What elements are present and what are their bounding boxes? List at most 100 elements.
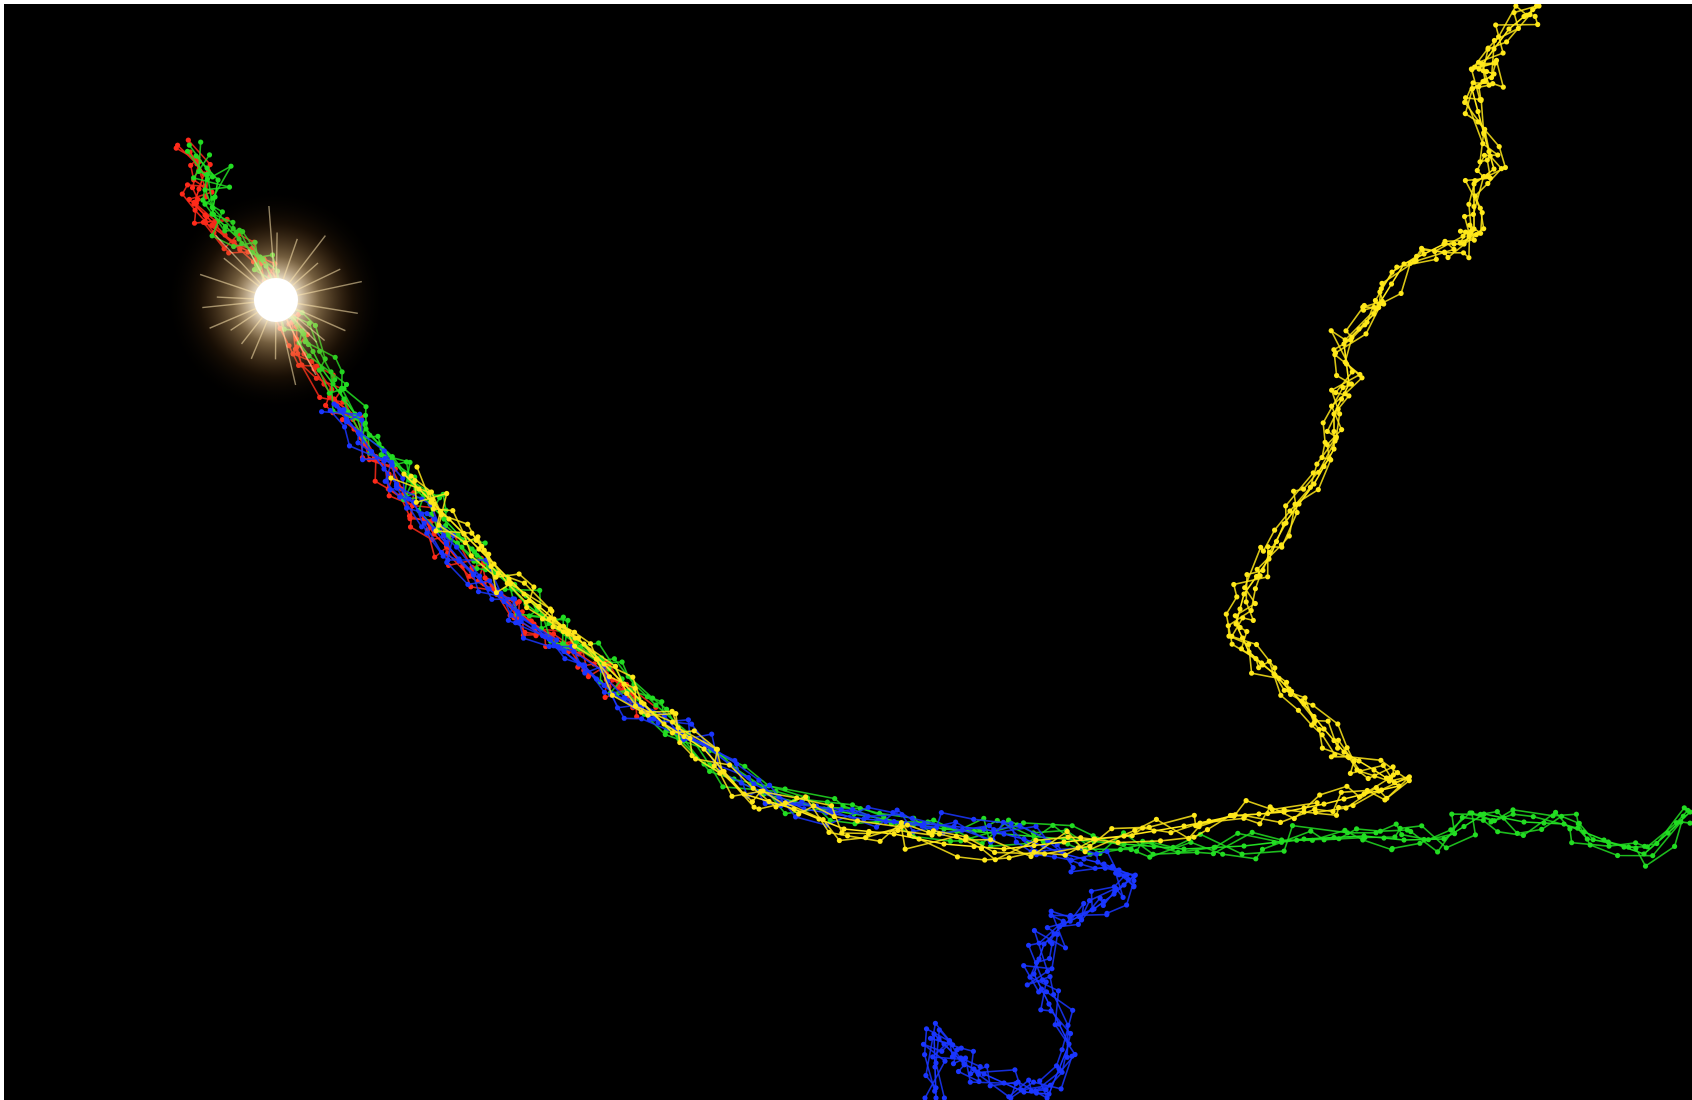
trail-yellow-point — [1006, 855, 1012, 861]
trail-yellow-point — [1470, 211, 1476, 217]
trail-yellow-point — [1232, 812, 1238, 818]
trail-red-point — [196, 186, 202, 192]
trail-yellow-point — [1342, 337, 1348, 343]
trail-green-point — [611, 656, 618, 662]
trail-green-point — [1495, 829, 1501, 835]
trail-blue-point — [1031, 1079, 1037, 1085]
trail-green-point — [1308, 828, 1314, 834]
trail-yellow-point — [669, 730, 676, 736]
trail-blue-point — [1065, 1022, 1071, 1028]
trail-blue-point — [1049, 941, 1055, 947]
trail-yellow-segment — [403, 5, 1540, 850]
trail-yellow-point — [773, 804, 779, 810]
trail-yellow-point — [1326, 455, 1333, 462]
trail-yellow-point — [693, 756, 699, 762]
trail-red-point — [339, 417, 345, 423]
trail-yellow-point — [1478, 97, 1484, 104]
trail-yellow-point — [877, 838, 883, 844]
trail-blue-point — [1097, 895, 1103, 901]
trail-red-point — [372, 478, 378, 484]
trail-yellow-point — [1445, 254, 1451, 261]
trail-blue-point — [334, 403, 340, 409]
trail-yellow-point — [1530, 7, 1536, 13]
trail-green-point — [1289, 823, 1296, 829]
trail-blue-point — [894, 807, 900, 813]
trail-yellow-point — [524, 604, 530, 611]
trail-yellow-point — [1485, 45, 1491, 51]
trail-blue — [319, 401, 1138, 1100]
trail-yellow-point — [669, 719, 676, 725]
trail-red-point — [192, 207, 198, 213]
trail-yellow-point — [1462, 99, 1468, 105]
trail-yellow-point — [1346, 393, 1352, 399]
trail-blue-point — [1046, 955, 1053, 962]
trail-blue-point — [387, 487, 393, 493]
trail-blue-point — [1037, 1078, 1043, 1084]
trail-blue-point — [1021, 963, 1027, 969]
trail-blue-point — [1104, 912, 1110, 918]
trail-blue-point — [1093, 851, 1100, 857]
trail-blue-point — [394, 485, 400, 491]
trail-blue-point — [505, 617, 511, 623]
trail-yellow-point — [1485, 173, 1491, 179]
trail-yellow-point — [1310, 702, 1316, 708]
trail-yellow-point — [1333, 812, 1340, 818]
trail-yellow-point — [1042, 851, 1048, 857]
trail-yellow-point — [1031, 842, 1037, 849]
trail-yellow-point — [1082, 849, 1088, 855]
trail-blue-point — [986, 823, 992, 829]
trail-green-point — [1510, 811, 1516, 817]
trail-yellow-point — [1335, 406, 1341, 412]
trail-blue-point — [984, 1063, 990, 1069]
trail-green-point — [1567, 826, 1573, 832]
trail-yellow-point — [1277, 819, 1284, 826]
trail-green-point — [849, 802, 856, 808]
trail-yellow-point — [1482, 126, 1488, 132]
trail-blue-segment — [336, 405, 1138, 1100]
trail-blue-point — [1052, 1022, 1058, 1028]
trail-green-point — [773, 788, 779, 794]
trail-green-point — [1672, 843, 1678, 850]
trail-yellow-point — [1360, 304, 1366, 310]
trail-yellow-point — [803, 794, 809, 800]
trail-red-point — [191, 220, 198, 226]
trail-green-point — [1235, 830, 1241, 836]
trail-yellow-point — [841, 826, 847, 832]
trail-green-point — [1249, 829, 1255, 836]
light-core — [254, 278, 298, 322]
trail-blue-point — [950, 1061, 957, 1067]
trail-red-point — [189, 185, 196, 191]
trail-blue-point — [520, 635, 527, 641]
trail-green-point — [1472, 832, 1478, 838]
trail-blue-point — [971, 816, 977, 822]
trail-yellow-point — [547, 606, 554, 612]
trail-yellow-point — [1491, 37, 1497, 44]
trail-blue-point — [923, 1072, 929, 1079]
trail-blue-point — [465, 581, 471, 588]
trail-yellow-point — [1504, 39, 1510, 45]
trail-yellow-point — [1477, 205, 1483, 211]
trail-yellow-point — [1515, 25, 1521, 31]
trail-blue-point — [685, 717, 692, 723]
trail-yellow-point — [1477, 159, 1483, 165]
simulation-canvas — [4, 4, 1692, 1100]
trail-green-point — [1417, 840, 1423, 846]
trail-green-point — [1654, 840, 1660, 847]
trail-blue-point — [1059, 1069, 1065, 1075]
trail-green-point — [947, 838, 954, 844]
trail-yellow-point — [1294, 509, 1300, 516]
trail-yellow-point — [1498, 166, 1505, 172]
trail-yellow-point — [1341, 796, 1347, 802]
trail-blue-point — [922, 1052, 928, 1058]
trail-yellow-point — [1332, 350, 1339, 356]
trail-yellow-point — [1320, 420, 1326, 426]
trail-yellow-point — [1316, 469, 1322, 475]
trail-yellow-point — [701, 746, 707, 752]
trail-red-point — [386, 493, 392, 499]
trail-yellow-point — [1394, 770, 1401, 776]
trail-green-point — [1530, 814, 1536, 820]
trail-yellow-point — [1257, 573, 1263, 579]
trail-yellow-point — [1343, 805, 1349, 811]
trail-yellow-point — [1462, 177, 1468, 184]
trail-blue-point — [622, 695, 628, 702]
